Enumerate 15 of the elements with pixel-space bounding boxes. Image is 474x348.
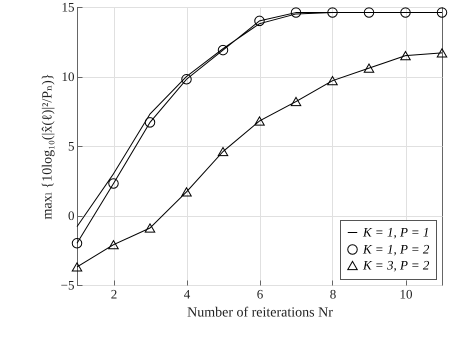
- y-tick-label: 5: [68, 138, 74, 154]
- x-tick-label: 4: [184, 286, 191, 302]
- x-axis-title: Number of reiterations Nr: [187, 306, 334, 320]
- x-tick-label: 8: [330, 286, 336, 302]
- x-tick-label: 10: [400, 286, 412, 302]
- y-tick-label: −5: [60, 278, 74, 292]
- y-tick-label: 15: [62, 0, 74, 14]
- y-axis-title: maxₗ {10log₁₀(|x̂(ℓ)|²/Pₙ)}: [40, 74, 56, 220]
- x-tick-label: 6: [256, 286, 264, 302]
- legend-label: K = 1, P = 2: [362, 242, 430, 256]
- legend-label: K = 1, P = 1: [362, 224, 430, 240]
- x-tick-label: 2: [110, 286, 118, 302]
- y-tick-label: 0: [68, 208, 74, 223]
- y-tick-label: 10: [62, 69, 74, 84]
- legend-label: K = 3, P = 2: [362, 258, 430, 272]
